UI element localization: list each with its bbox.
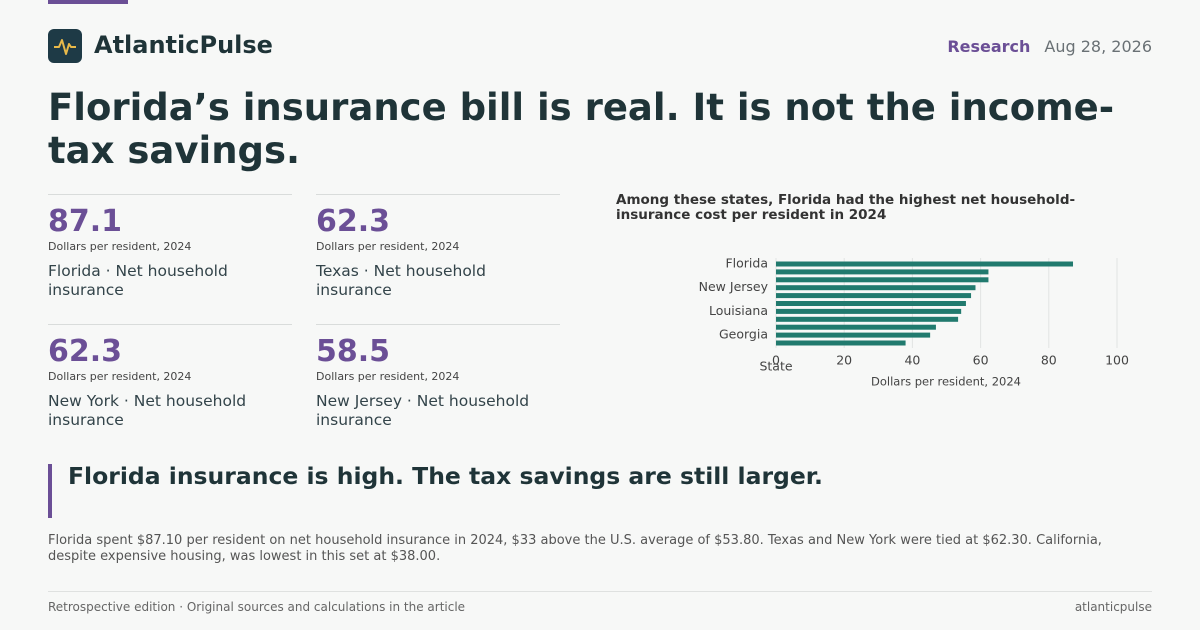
stat-unit: Dollars per resident, 2024 [48,370,192,383]
meta: Research Aug 28, 2026 [947,37,1152,56]
top-accent [48,0,128,4]
y-tick-label: New Jersey [699,279,769,294]
logo [48,29,82,63]
stat-card: 62.3 Dollars per resident, 2024 New York… [48,324,292,430]
stat-unit: Dollars per resident, 2024 [48,240,192,253]
stat-label: Texas · Net household insurance [316,262,486,299]
bar [776,293,972,299]
bar [776,332,931,338]
bar [776,340,906,346]
bar [776,301,966,306]
x-axis-label: Dollars per resident, 2024 [871,375,1021,389]
stat-value: 58.5 [316,334,391,369]
stat-card: 87.1 Dollars per resident, 2024 Florida … [48,194,292,300]
stat-label: New York · Net household insurance [48,392,247,429]
callout-bar [48,464,52,518]
callout: Florida insurance is high. The tax savin… [68,462,823,490]
stat-unit: Dollars per resident, 2024 [316,370,460,383]
x-tick-label: 20 [836,353,852,368]
stat-card: 62.3 Dollars per resident, 2024 Texas · … [316,194,560,300]
stat-card: 58.5 Dollars per resident, 2024 New Jers… [316,324,560,430]
stat-value: 62.3 [48,334,123,369]
bar [776,324,936,330]
bar [776,277,989,283]
bar [776,285,976,291]
headline: Florida’s insurance bill is real. It is … [48,86,1115,172]
x-tick-label: 80 [1041,353,1057,368]
chart: State Dollars per resident, 2024 0 20 40 60… [699,256,1129,389]
x-tick-label: 0 [772,353,780,368]
y-axis-label: State [759,359,792,374]
chart-title: Among these states, Florida had the high… [616,192,1076,223]
brand: AtlanticPulse [94,31,273,59]
x-tick-label: 100 [1105,353,1129,368]
bar [776,261,1074,267]
logo-icon [54,39,76,55]
footer-note: Retrospective edition · Original sources… [48,600,466,614]
stat-unit: Dollars per resident, 2024 [316,240,460,253]
y-tick-label: Georgia [719,327,768,342]
footer-site[interactable]: atlanticpulse [1074,600,1152,614]
stat-value: 62.3 [316,204,391,239]
y-tick-label: Louisiana [709,303,768,318]
body-text: Florida spent $87.10 per resident on net… [48,533,1102,564]
stat-value: 87.1 [48,204,123,239]
bar [776,269,989,275]
section[interactable]: Research [947,37,1031,56]
footer-rule [48,591,1152,592]
y-tick-label: Florida [725,256,768,271]
bar [776,308,962,314]
date: Aug 28, 2026 [1044,37,1152,56]
stat-label: New Jersey · Net household insurance [316,392,530,429]
bar [776,316,959,322]
x-tick-label: 60 [973,353,989,368]
x-tick-label: 40 [904,353,920,368]
stat-label: Florida · Net household insurance [48,262,228,299]
